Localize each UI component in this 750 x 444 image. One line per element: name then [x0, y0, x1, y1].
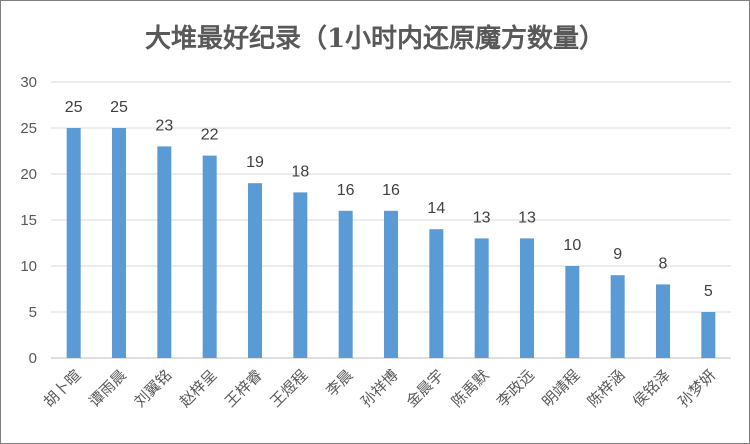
- bar: [202, 155, 217, 358]
- bar: [429, 229, 444, 358]
- bar: [610, 275, 625, 358]
- x-tick-label: 赵梓呈: [176, 366, 221, 411]
- data-label: 23: [155, 117, 173, 134]
- chart-title: 大堆最好纪录（1小时内还原魔方数量）: [145, 23, 605, 54]
- x-axis-categories: 胡卜暄 谭雨晨 刘翼铭 赵梓呈 王梓睿 王煜程 李晨 孙祥博 金晨宇 陈禹默 李政远 明靖程 陈梓涵 侯铭…: [40, 366, 719, 411]
- data-label: 25: [65, 99, 83, 116]
- x-tick-label: 李晨: [323, 366, 357, 400]
- y-tick-label: 25: [20, 120, 37, 137]
- data-label: 13: [473, 209, 491, 226]
- data-label: 10: [563, 237, 581, 254]
- x-tick-label: 陈禹默: [448, 366, 493, 411]
- x-tick-label: 王梓睿: [221, 366, 266, 411]
- bar: [474, 238, 489, 358]
- data-label: 18: [291, 163, 309, 180]
- data-label: 14: [427, 200, 445, 217]
- bar: [248, 183, 262, 358]
- y-tick-label: 15: [20, 212, 37, 229]
- bar: [565, 266, 580, 358]
- data-label: 5: [704, 283, 713, 300]
- bar: [338, 210, 353, 358]
- y-tick-label: 5: [29, 304, 37, 321]
- data-label: 19: [246, 154, 264, 171]
- bars: [66, 128, 716, 358]
- x-tick-label: 李政远: [493, 366, 538, 411]
- data-label: 25: [110, 99, 128, 116]
- bar: [520, 238, 534, 358]
- x-tick-label: 陈梓涵: [584, 366, 629, 411]
- x-tick-label: 孙梦妍: [675, 366, 720, 411]
- x-tick-label: 胡卜暄: [40, 366, 85, 411]
- x-tick-label: 孙祥博: [357, 366, 402, 411]
- bar: [656, 284, 670, 358]
- x-tick-label: 谭雨晨: [85, 366, 130, 411]
- y-tick-label: 0: [29, 350, 37, 367]
- bar: [66, 128, 81, 358]
- data-label: 9: [613, 246, 622, 263]
- y-axis-ticks: 0 5 10 15 20 25 30: [20, 74, 37, 367]
- data-label: 16: [382, 182, 400, 199]
- data-label: 8: [659, 255, 668, 272]
- bar: [384, 210, 398, 358]
- bar: [112, 128, 126, 358]
- y-tick-label: 10: [20, 258, 37, 275]
- x-tick-label: 刘翼铭: [131, 366, 176, 411]
- data-label: 22: [201, 127, 219, 144]
- data-label: 13: [518, 209, 536, 226]
- bar: [157, 146, 172, 358]
- y-tick-label: 30: [20, 74, 37, 91]
- data-labels: 25 25 23 22 19 18 16 16 14 13 13 10 9 8 5: [65, 99, 713, 300]
- bar: [701, 312, 716, 358]
- data-label: 16: [337, 182, 355, 199]
- x-tick-label: 明靖程: [539, 366, 584, 411]
- x-tick-label: 王煜程: [267, 366, 312, 411]
- x-tick-label: 侯铭泽: [629, 366, 674, 411]
- bar: [293, 192, 308, 358]
- y-tick-label: 20: [20, 166, 37, 183]
- x-tick-label: 金晨宇: [403, 366, 448, 411]
